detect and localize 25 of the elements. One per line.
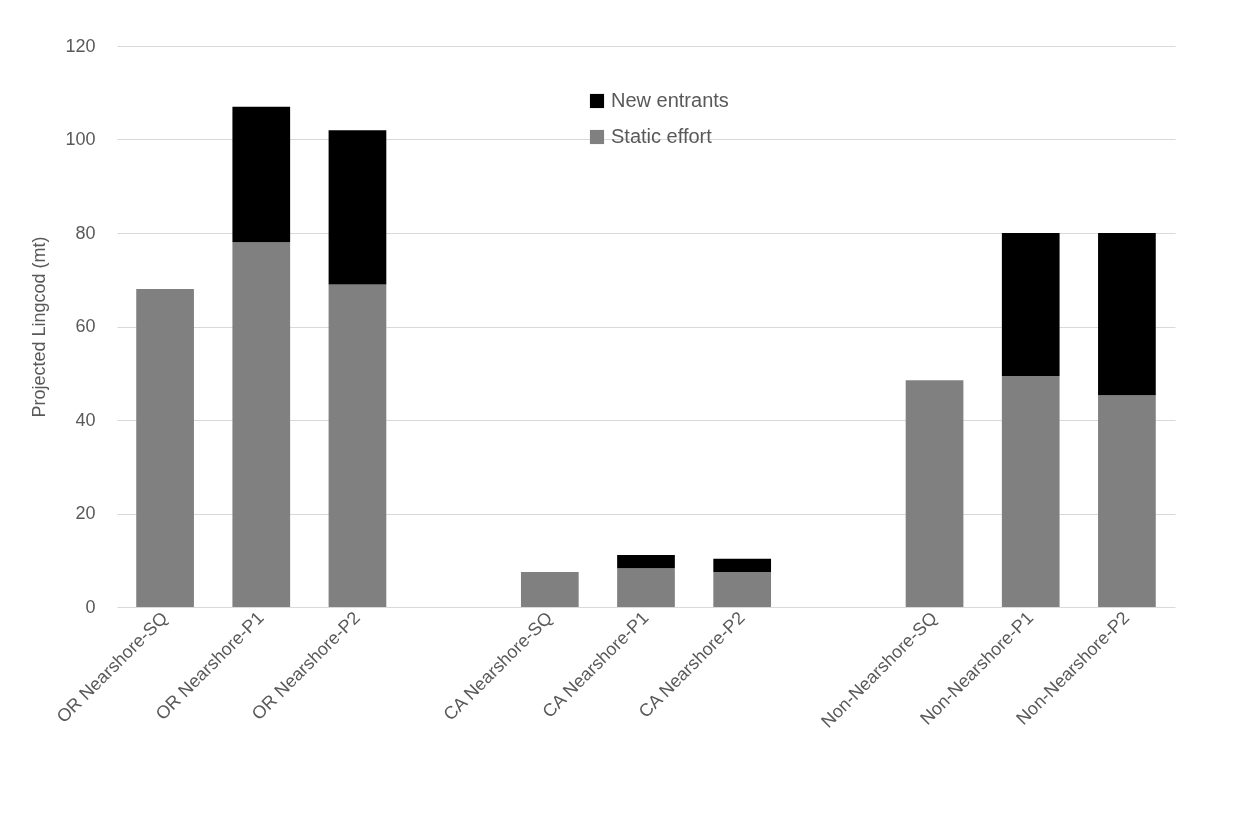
y-axis-title: Projected Lingcod (mt) [29,236,50,418]
y-tick-label: 120 [65,35,96,56]
bar [232,106,291,243]
legend-label: New entrants [611,89,729,111]
bar [328,130,387,285]
bar [1098,395,1156,607]
y-tick-label: 40 [75,409,96,430]
y-tick-label: 0 [85,596,96,617]
y-tick-label: 80 [75,222,96,243]
bar [905,380,964,607]
legend-label: Static effort [611,125,713,147]
bar [713,558,772,572]
bar [328,284,387,607]
y-tick-label: 20 [75,503,96,523]
bar [232,242,291,607]
bar [1098,233,1156,396]
bar [617,568,675,607]
bar [1001,376,1060,607]
y-tick-label: 60 [75,316,96,336]
bar [1001,233,1060,377]
bar [136,289,194,607]
bar [713,571,772,607]
bar [617,555,675,569]
bar [520,571,579,607]
y-tick-label: 100 [65,129,96,149]
